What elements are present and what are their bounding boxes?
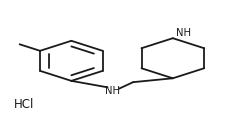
Text: NH: NH [105, 86, 120, 96]
Text: HCl: HCl [14, 98, 35, 111]
Text: NH: NH [176, 28, 191, 38]
